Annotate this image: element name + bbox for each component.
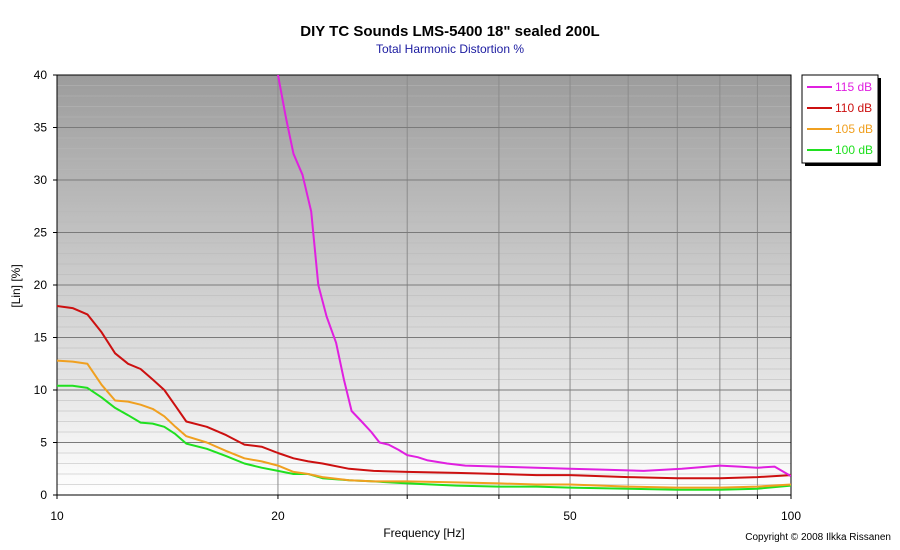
x-axis-label: Frequency [Hz] — [383, 526, 464, 540]
legend-label-100-db: 100 dB — [835, 143, 873, 157]
series-group — [57, 75, 791, 491]
y-tick-label: 30 — [34, 173, 48, 187]
x-tick-label: 50 — [563, 509, 577, 523]
chart-title: DIY TC Sounds LMS-5400 18" sealed 200L — [300, 23, 599, 40]
series-line-100-db — [57, 384, 791, 491]
y-tick-label: 0 — [40, 488, 47, 502]
legend: 115 dB 110 dB 105 dB 100 dB — [801, 74, 881, 166]
series-line-105-db — [57, 359, 791, 489]
y-tick-label: 35 — [34, 121, 48, 135]
y-tick-label: 15 — [34, 331, 48, 345]
y-axis-label: [Lin] [%] — [9, 264, 23, 307]
series-line-115-db — [277, 75, 791, 477]
x-tick-label: 20 — [271, 509, 285, 523]
series-line-110-db — [57, 305, 791, 480]
plot-area: 0 5 10 15 20 25 30 35 40 10 20 50 100 — [34, 68, 802, 523]
x-tick-label: 10 — [50, 509, 64, 523]
legend-box — [801, 74, 879, 164]
legend-label-110-db: 110 dB — [835, 101, 872, 115]
x-tick-label: 100 — [781, 509, 801, 523]
copyright-text: Copyright © 2008 Ilkka Rissanen — [745, 532, 891, 543]
y-tick-label: 20 — [34, 278, 48, 292]
y-tick-label: 40 — [34, 68, 48, 82]
legend-label-115-db: 115 dB — [835, 80, 872, 94]
y-tick-label: 10 — [34, 383, 48, 397]
y-tick-label: 5 — [40, 436, 47, 450]
y-tick-label: 25 — [34, 226, 48, 240]
chart-subtitle: Total Harmonic Distortion % — [376, 42, 524, 56]
legend-label-105-db: 105 dB — [835, 122, 873, 136]
